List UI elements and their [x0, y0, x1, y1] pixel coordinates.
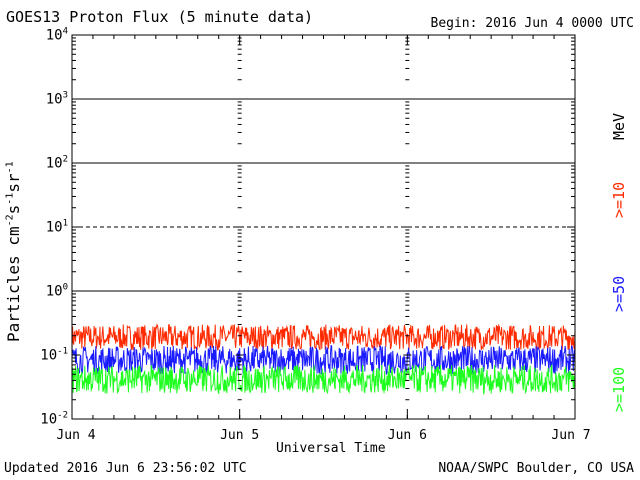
begin-label: Begin: 2016 Jun 4 0000 UTC [430, 16, 635, 31]
y-tick-label: 10-2 [8, 411, 68, 428]
y-tick-base: 10 [45, 283, 63, 300]
y-tick-base: 10 [45, 155, 63, 172]
series-line-50 [71, 344, 576, 376]
x-tick-label: Jun 5 [220, 428, 260, 443]
reference-lines [72, 98, 575, 292]
y-tick-exp: 3 [62, 90, 68, 101]
y-tick-exp: 1 [62, 218, 68, 229]
x-tick-label: Jun 4 [56, 428, 96, 443]
legend-ge10: >=10 [610, 181, 628, 218]
y-tick-base: 10 [45, 91, 63, 108]
y-tick-base: 10 [40, 411, 58, 428]
y-tick-label: 102 [8, 155, 68, 172]
y-tick-exp: -2 [57, 410, 68, 421]
series-line-100 [71, 364, 576, 396]
legend-unit-label: MeV [610, 112, 628, 140]
x-tick-label: Jun 7 [551, 428, 591, 443]
series-layer [71, 323, 576, 396]
y-tick-base: 10 [45, 27, 63, 44]
updated-label: Updated 2016 Jun 6 23:56:02 UTC [4, 461, 247, 476]
x-axis-label: Universal Time [276, 441, 386, 456]
legend-ge100: >=100 [610, 366, 628, 412]
x-tick-label: Jun 6 [387, 428, 427, 443]
y-tick-exp: -1 [57, 346, 68, 357]
ylabel-exp-s: -1 [4, 192, 16, 205]
y-tick-label: 103 [8, 91, 68, 108]
y-tick-exp: 0 [62, 282, 68, 293]
y-tick-label: 101 [8, 219, 68, 236]
y-tick-exp: 4 [62, 26, 68, 37]
y-tick-exp: 2 [62, 154, 68, 165]
ylabel-s: s [4, 204, 23, 215]
legend-ge50: >=50 [610, 275, 628, 312]
chart-title: GOES13 Proton Flux (5 minute data) [6, 8, 314, 26]
plot-frame [71, 34, 576, 420]
y-tick-base: 10 [40, 347, 58, 364]
series-line-10 [71, 323, 576, 351]
y-axis-label: Particles cm-2s-1sr-1 [4, 161, 23, 342]
ylabel-sr: sr [4, 173, 23, 193]
y-tick-label: 10-1 [8, 347, 68, 364]
credit-label: NOAA/SWPC Boulder, CO USA [438, 461, 634, 476]
y-tick-label: 104 [8, 27, 68, 44]
y-tick-label: 100 [8, 283, 68, 300]
y-tick-base: 10 [45, 219, 63, 236]
